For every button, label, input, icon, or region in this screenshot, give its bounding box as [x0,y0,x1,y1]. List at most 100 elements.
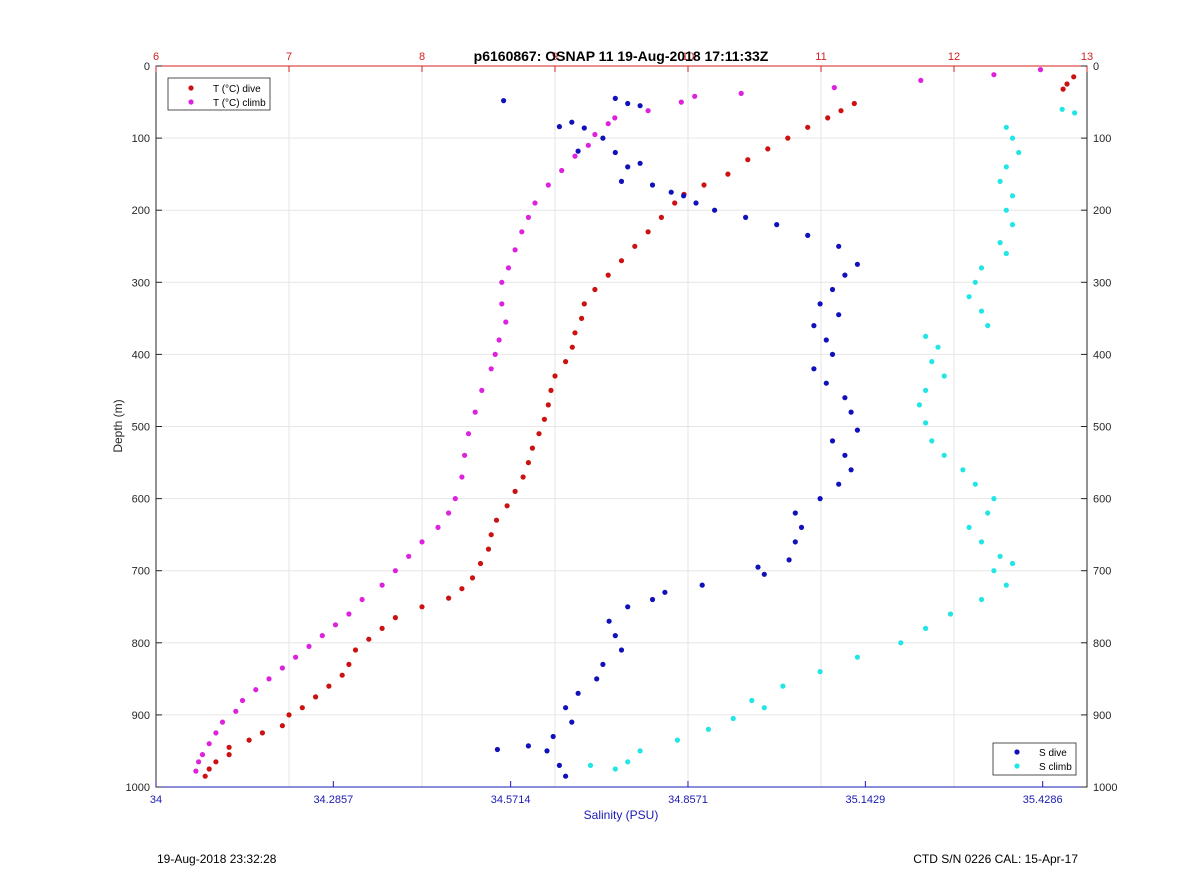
data-point [501,98,507,104]
data-point [985,510,991,516]
data-point [637,160,643,166]
bottom-tick-label: 34.5714 [491,794,531,806]
data-point [693,200,699,206]
data-point [569,119,575,125]
data-point [504,503,510,509]
data-point [332,622,339,628]
data-point [792,510,798,516]
data-point [279,723,285,729]
top-tick-label: 7 [286,51,292,63]
data-point [829,351,836,357]
data-point [605,272,611,278]
data-point [637,103,643,109]
legend-marker [188,85,194,91]
data-point [446,595,452,601]
data-point [618,178,625,184]
data-point [1060,86,1066,92]
data-point [492,351,498,357]
data-point [569,344,575,350]
data-point [525,214,532,220]
y-tick-label-left: 1000 [126,782,150,794]
data-point [612,766,618,772]
data-point [1009,560,1016,567]
data-point [668,189,674,195]
data-point [854,654,861,660]
data-point [645,108,651,114]
data-point [705,726,712,732]
y-tick-label-left: 0 [144,61,150,73]
data-point [774,222,780,228]
data-point [246,737,252,743]
data-point [579,315,585,321]
data-point [193,768,199,774]
data-point [851,100,857,107]
data-point [765,146,771,152]
data-point [749,697,755,704]
data-point [743,214,749,220]
data-point [196,759,202,765]
bottom-tick-label: 34 [150,794,162,806]
data-point [941,452,947,458]
data-point [941,373,947,379]
data-point [452,496,458,502]
data-point [712,207,718,213]
data-point [605,121,611,127]
data-point [213,730,219,736]
y-tick-label-left: 600 [132,494,150,506]
y-tick-label-right: 800 [1093,638,1111,650]
y-tick-label-left: 700 [132,566,150,578]
data-series [193,67,1078,779]
data-point [842,272,848,278]
y-tick-label-right: 400 [1093,349,1111,361]
data-point [929,438,935,444]
legend-temperature: T (°C) dive T (°C) climb [167,77,271,111]
data-point [991,496,997,502]
data-point [435,524,441,531]
data-point [459,474,465,480]
data-point [306,643,312,650]
chart-title: p6160867: OSNAP 11 19-Aug-2018 17:11:33Z [474,48,769,64]
data-point [572,330,578,336]
data-point [548,387,554,393]
data-point [649,596,656,603]
data-point [575,148,581,154]
bottom-tick-label: 35.4286 [1023,794,1063,806]
data-point [745,157,751,163]
data-point [612,149,618,156]
data-point [755,564,761,570]
data-point [805,124,811,130]
data-point [552,373,558,379]
data-point [472,409,478,415]
legend-entry: S climb [1039,762,1072,773]
y-tick-label-right: 1000 [1093,782,1117,794]
data-point [785,135,791,141]
data-point [253,687,259,693]
data-point [563,359,569,365]
data-point [960,467,966,473]
top-tick-label: 6 [153,51,159,63]
legend-entry: T (°C) climb [213,98,266,109]
data-point [985,323,991,329]
y-tick-label-left: 900 [132,710,150,722]
data-point [406,553,412,559]
bottom-tick-label: 35.1429 [845,794,885,806]
data-point [792,539,798,545]
data-point [929,359,935,365]
data-point [563,705,569,711]
data-point [544,748,550,754]
y-tick-label-right: 100 [1093,133,1111,145]
data-point [811,323,817,329]
data-point [916,402,923,408]
data-point [446,510,452,516]
legend-marker [188,99,194,105]
data-point [1064,81,1070,87]
data-point [825,115,831,121]
data-point [392,568,398,574]
data-point [725,171,731,177]
data-point [632,243,638,249]
data-point [811,366,817,372]
data-point [978,539,985,545]
top-tick-label: 10 [682,51,694,63]
data-point [848,409,854,415]
